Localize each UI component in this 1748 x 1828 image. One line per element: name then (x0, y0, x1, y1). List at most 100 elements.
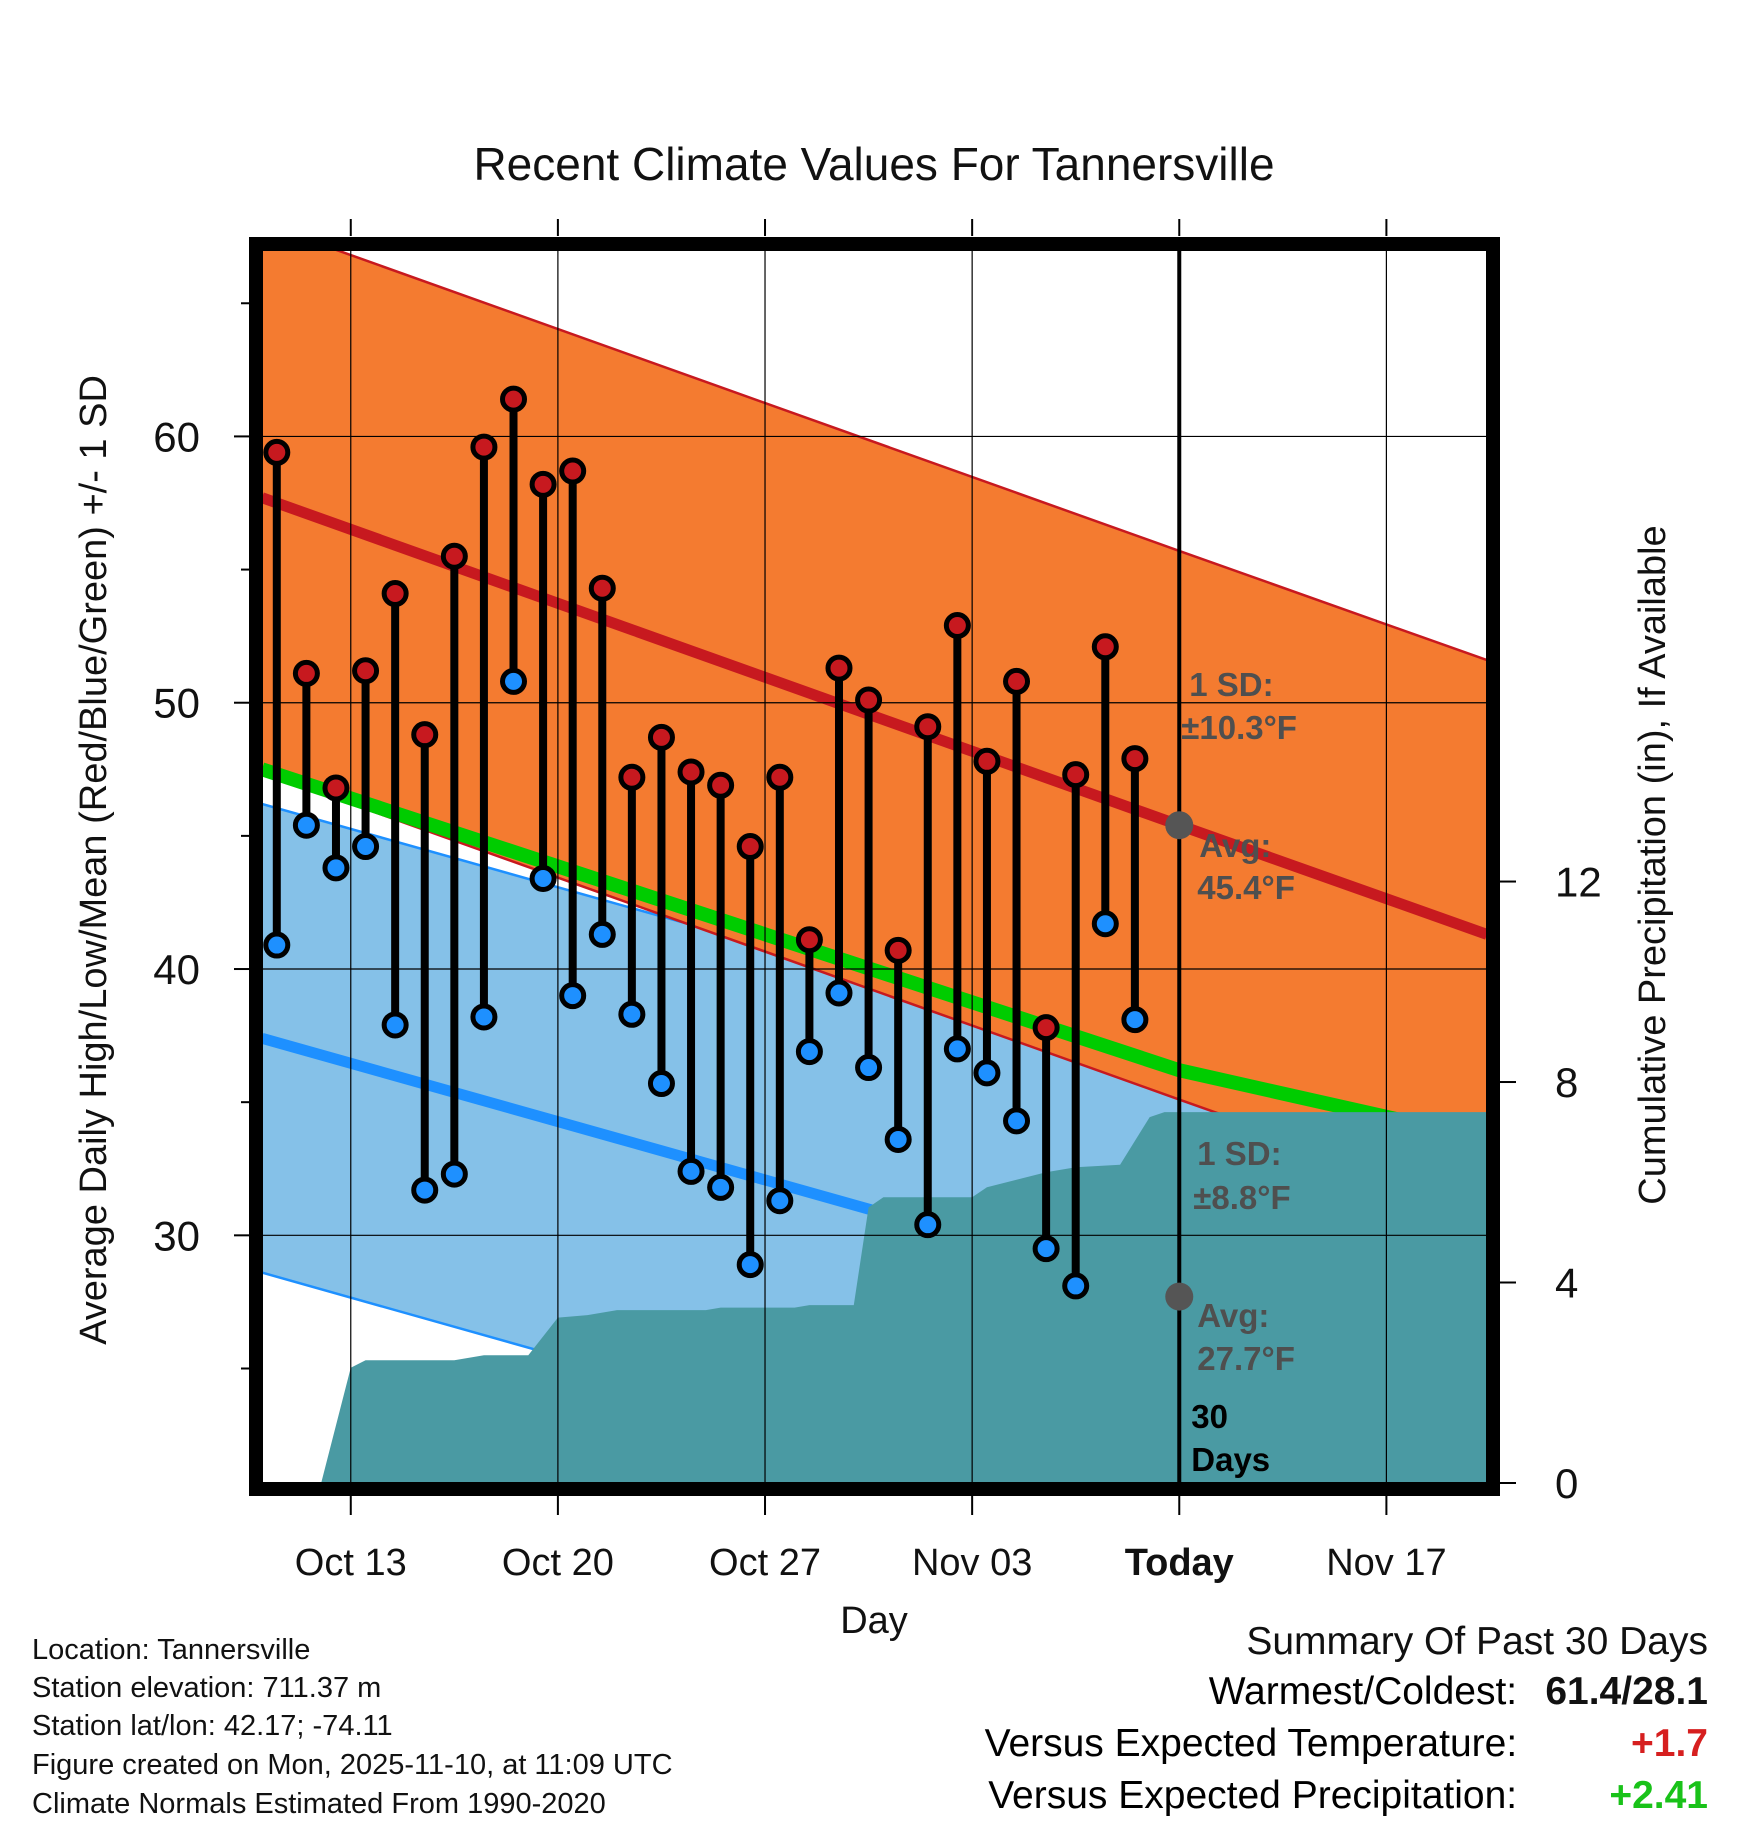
x-tick-label: Oct 20 (502, 1542, 614, 1584)
daily-high-point (500, 385, 528, 413)
daily-low-point (914, 1211, 942, 1239)
daily-high-point (529, 470, 557, 498)
daily-low-point (973, 1059, 1001, 1087)
daily-low-point (559, 982, 587, 1010)
daily-high-point (795, 926, 823, 954)
info-location: Location: Tannersville (32, 1634, 311, 1666)
daily-high-point (559, 457, 587, 485)
period-label-unit: Days (1191, 1441, 1270, 1478)
daily-high-point (1091, 633, 1119, 661)
summary-title: Summary Of Past 30 Days (1246, 1620, 1708, 1663)
x-tick-label: Oct 27 (709, 1542, 821, 1584)
y-tick-label: 30 (153, 1212, 200, 1259)
daily-low-point (529, 864, 557, 892)
daily-high-point (352, 657, 380, 685)
daily-high-point (914, 713, 942, 741)
plot-area (262, 250, 1487, 1483)
y2-tick-label: 8 (1555, 1059, 1578, 1106)
daily-high-point (618, 763, 646, 791)
low-avg-value: 27.7°F (1197, 1340, 1295, 1377)
info-created: Figure created on Mon, 2025-11-10, at 11… (32, 1749, 673, 1781)
summary-precip-row: Versus Expected Precipitation: +2.41 (988, 1774, 1708, 1818)
chart-title: Recent Climate Values For Tannersville (473, 138, 1274, 190)
low-sd-label: 1 SD: (1197, 1135, 1281, 1172)
daily-low-point (411, 1176, 439, 1204)
daily-high-point (411, 721, 439, 749)
y2-tick-label: 12 (1555, 859, 1602, 906)
daily-low-point (677, 1157, 705, 1185)
daily-low-point (1003, 1107, 1031, 1135)
summary-warmest-label: Warmest/Coldest: (1208, 1670, 1518, 1713)
y2-tick-label: 4 (1555, 1260, 1578, 1307)
summary-precip-value: +2.41 (1609, 1774, 1708, 1817)
x-axis-label: Day (840, 1600, 908, 1642)
daily-low-point (855, 1054, 883, 1082)
daily-low-point (736, 1251, 764, 1279)
high-avg-label: Avg: (1199, 827, 1271, 864)
daily-low-point (884, 1125, 912, 1153)
daily-low-point (618, 1000, 646, 1028)
daily-high-point (855, 686, 883, 714)
daily-high-point (322, 774, 350, 802)
daily-high-point (292, 659, 320, 687)
daily-high-point (943, 611, 971, 639)
daily-high-point (973, 747, 1001, 775)
x-tick-label: Nov 03 (912, 1542, 1032, 1584)
summary-temp-row: Versus Expected Temperature: +1.7 (985, 1722, 1708, 1766)
info-latlon: Station lat/lon: 42.17; -74.11 (32, 1710, 393, 1742)
daily-low-point (647, 1070, 675, 1098)
daily-high-point (825, 654, 853, 682)
daily-low-point (352, 833, 380, 861)
summary-warmest-value: 61.4/28.1 (1545, 1670, 1708, 1713)
high-sd-label: 1 SD: (1189, 666, 1273, 703)
summary-temp-value: +1.7 (1631, 1722, 1708, 1765)
high-avg-value: 45.4°F (1197, 869, 1295, 906)
low-avg-label: Avg: (1197, 1297, 1269, 1334)
info-normals: Climate Normals Estimated From 1990-2020 (32, 1788, 606, 1820)
precip-area (321, 1112, 1487, 1483)
daily-low-point (1032, 1235, 1060, 1263)
daily-high-point (1121, 745, 1149, 773)
daily-high-point (766, 763, 794, 791)
daily-low-point (943, 1035, 971, 1063)
x-tick-label: Today (1125, 1542, 1234, 1584)
x-tick-label: Oct 13 (295, 1542, 407, 1584)
period-label-number: 30 (1191, 1398, 1228, 1435)
y2-axis-label: Cumulative Precipitation (in), If Availa… (1632, 525, 1674, 1204)
daily-high-point (470, 433, 498, 461)
daily-low-point (1121, 1006, 1149, 1034)
summary-warmest-row: Warmest/Coldest: 61.4/28.1 (1209, 1670, 1708, 1714)
daily-high-point (736, 833, 764, 861)
low-avg-today-marker (1165, 1282, 1194, 1311)
summary-temp-label: Versus Expected Temperature: (984, 1722, 1518, 1765)
daily-high-point (647, 723, 675, 751)
daily-low-point (292, 811, 320, 839)
daily-low-point (381, 1011, 409, 1039)
summary-precip-label: Versus Expected Precipitation: (988, 1774, 1518, 1817)
daily-high-point (263, 438, 291, 466)
daily-low-point (588, 920, 616, 948)
high-avg-today-marker (1165, 811, 1194, 840)
daily-high-point (588, 574, 616, 602)
y2-tick-label: 0 (1555, 1460, 1578, 1507)
daily-low-point (500, 667, 528, 695)
daily-low-point (322, 854, 350, 882)
daily-low-point (766, 1187, 794, 1215)
daily-low-point (707, 1173, 735, 1201)
daily-high-point (440, 542, 468, 570)
high-sd-value: ±10.3°F (1181, 709, 1297, 746)
daily-high-point (884, 936, 912, 964)
daily-low-point (440, 1160, 468, 1188)
y-tick-label: 50 (153, 680, 200, 727)
daily-low-point (263, 931, 291, 959)
daily-high-point (1003, 667, 1031, 695)
daily-low-point (1091, 910, 1119, 938)
y-tick-label: 60 (153, 413, 200, 460)
daily-high-point (1062, 761, 1090, 789)
x-tick-label: Nov 17 (1326, 1542, 1446, 1584)
daily-high-point (381, 580, 409, 608)
daily-high-point (707, 771, 735, 799)
daily-high-point (1032, 1014, 1060, 1042)
daily-low-point (1062, 1272, 1090, 1300)
